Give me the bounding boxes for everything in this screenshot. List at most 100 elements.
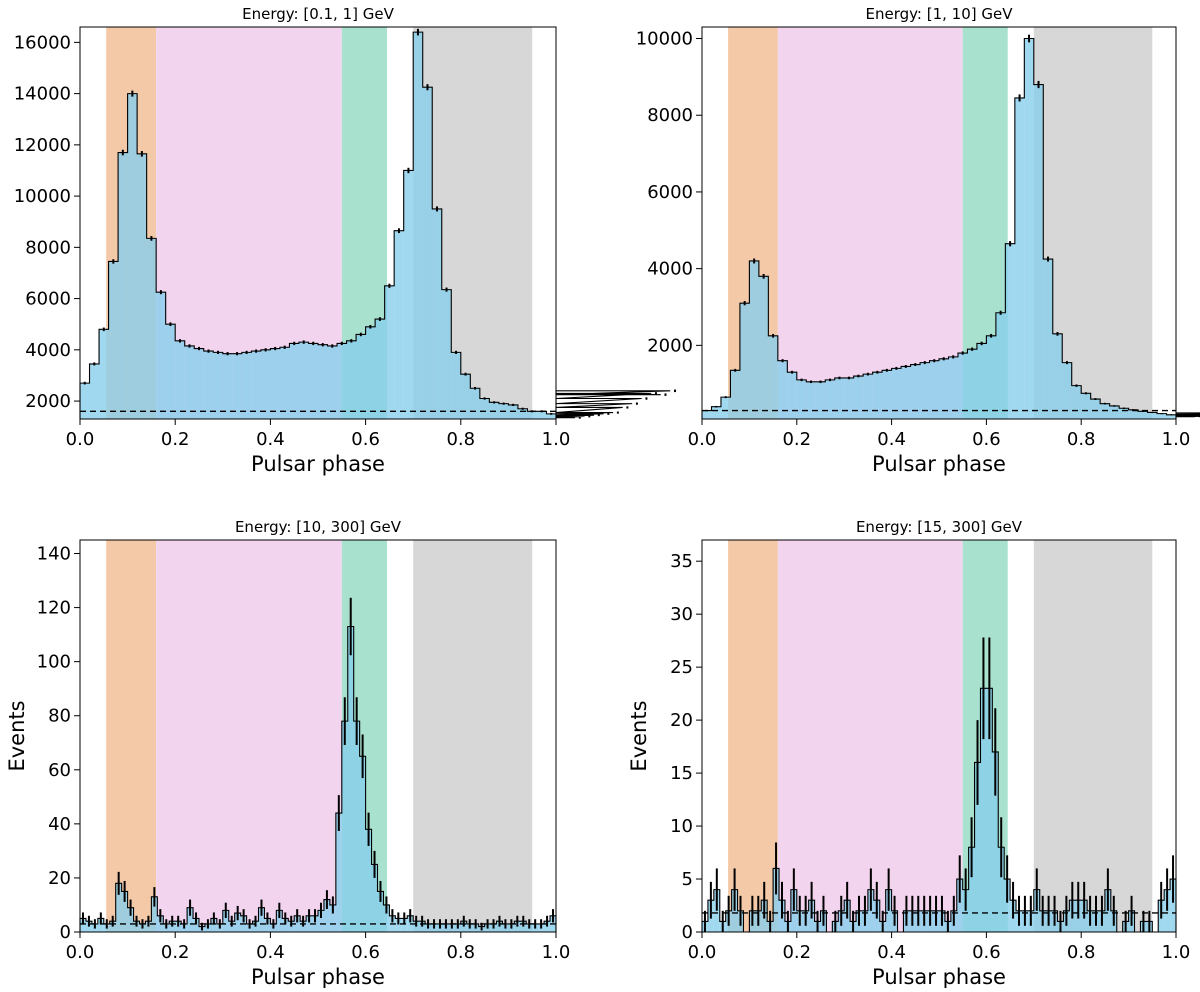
y-tick-label: 120	[37, 598, 71, 619]
x-tick-label: 0.4	[877, 429, 906, 450]
histogram-bin	[341, 721, 348, 932]
phase-region-P1	[106, 540, 157, 932]
histogram-bin	[419, 921, 426, 932]
histogram-bin	[80, 383, 90, 419]
histogram-bin	[127, 907, 134, 932]
y-tick-label: 30	[670, 604, 693, 625]
histogram-bin	[967, 349, 977, 419]
plot-frame	[701, 539, 1177, 933]
phase-region-off-pulse	[413, 540, 533, 932]
histogram-bin	[264, 918, 271, 932]
histogram-bin	[108, 261, 119, 419]
histogram-bin	[282, 918, 289, 932]
histogram-bin	[80, 918, 86, 932]
histogram-bin	[773, 868, 780, 932]
x-tick-label: 0.0	[66, 429, 95, 450]
histogram-bin	[327, 345, 338, 419]
phase-region-bridge	[777, 27, 963, 419]
y-tick-label: 6000	[647, 182, 693, 203]
phase-region-off-pulse	[1033, 540, 1153, 932]
x-tick-label: 0.6	[351, 942, 380, 963]
histogram-bin	[992, 751, 999, 932]
phase-region-P1	[728, 540, 778, 932]
chart-panel-4: 0 5 10 15 20 25 30 35 0.0 0.2 0.4 0.6 0.8 1.0 Energy: …	[627, 518, 1190, 989]
histogram-bin	[720, 397, 731, 419]
histogram-bin	[730, 370, 740, 419]
histogram-bin	[432, 208, 442, 419]
histogram-bin	[318, 344, 328, 419]
histogram-bin	[187, 907, 194, 932]
histogram-bin	[401, 918, 408, 932]
histogram-bin	[97, 918, 104, 932]
x-tick-label: 0.0	[66, 942, 95, 963]
histogram-bin	[289, 343, 299, 419]
x-axis-label: Pulsar phase	[872, 965, 1006, 988]
histogram-bin	[995, 312, 1006, 419]
histogram-bin	[251, 351, 261, 419]
histogram-bin	[222, 353, 233, 419]
histogram-bin	[536, 411, 547, 419]
histogram-bin	[371, 864, 378, 932]
histogram-bin	[460, 374, 471, 419]
histogram-bin	[1052, 333, 1063, 419]
histogram-bin	[165, 324, 176, 419]
phase-region-bridge	[156, 540, 342, 932]
histogram-bin	[137, 153, 147, 419]
histogram-bin	[546, 413, 556, 419]
histogram-bin	[359, 756, 366, 932]
x-tick-label: 0.4	[256, 429, 285, 450]
x-tick-label: 0.8	[446, 429, 475, 450]
y-tick-label: 16000	[14, 32, 71, 53]
plot-frame	[79, 26, 557, 420]
x-axis-label: Pulsar phase	[251, 452, 385, 476]
histogram-bin	[957, 353, 968, 419]
chart-title: Energy: [15, 300] GeV	[856, 518, 1023, 536]
x-tick-label: 0.2	[161, 429, 190, 450]
histogram-bin	[329, 904, 336, 932]
histogram-bin	[241, 352, 252, 419]
histogram-bin	[441, 289, 452, 419]
histogram-bin	[306, 915, 313, 932]
histogram-bin	[118, 152, 128, 419]
histogram-bin	[1100, 403, 1110, 419]
histogram-bin	[384, 285, 395, 419]
histogram-bin	[872, 372, 883, 419]
histogram-bin	[232, 353, 242, 419]
histogram-bin	[891, 368, 902, 419]
histogram-bin	[1157, 413, 1167, 419]
histogram-bin	[948, 356, 958, 419]
y-tick-label: 35	[670, 551, 693, 572]
histogram-bin	[956, 879, 963, 932]
histogram-bin	[451, 352, 461, 419]
histogram-bin	[365, 326, 376, 419]
y-tick-label: 4000	[25, 340, 71, 361]
histogram-bin	[1090, 399, 1101, 419]
histogram-bin	[520, 921, 527, 932]
histogram-bin	[294, 915, 301, 932]
histogram-bin	[422, 87, 433, 419]
y-tick-label: 8000	[25, 237, 71, 258]
histogram-bin	[1166, 414, 1176, 419]
y-tick-label: 0	[682, 922, 693, 943]
x-tick-label: 0.2	[782, 429, 811, 450]
y-tick-label: 80	[48, 706, 71, 727]
histogram-bin	[929, 360, 939, 419]
histogram-bin	[193, 918, 199, 932]
histogram-bin	[337, 343, 347, 419]
histogram-bin	[413, 32, 423, 420]
y-tick-label: 20	[48, 868, 71, 889]
histogram-bin	[544, 921, 551, 932]
histogram-bin	[711, 406, 721, 419]
histogram-bin	[806, 381, 816, 419]
histogram-bin	[395, 918, 402, 932]
histogram-bin	[365, 829, 372, 932]
y-tick-label: 12000	[14, 135, 71, 156]
histogram-bin	[210, 918, 217, 932]
x-tick-label: 1.0	[1162, 429, 1191, 450]
y-tick-label: 10	[670, 816, 693, 837]
histogram-bin	[470, 388, 480, 419]
histogram-bin	[146, 238, 157, 419]
histogram-bin	[796, 379, 807, 419]
x-tick-label: 0.2	[161, 942, 190, 963]
histogram-bin	[517, 408, 528, 419]
